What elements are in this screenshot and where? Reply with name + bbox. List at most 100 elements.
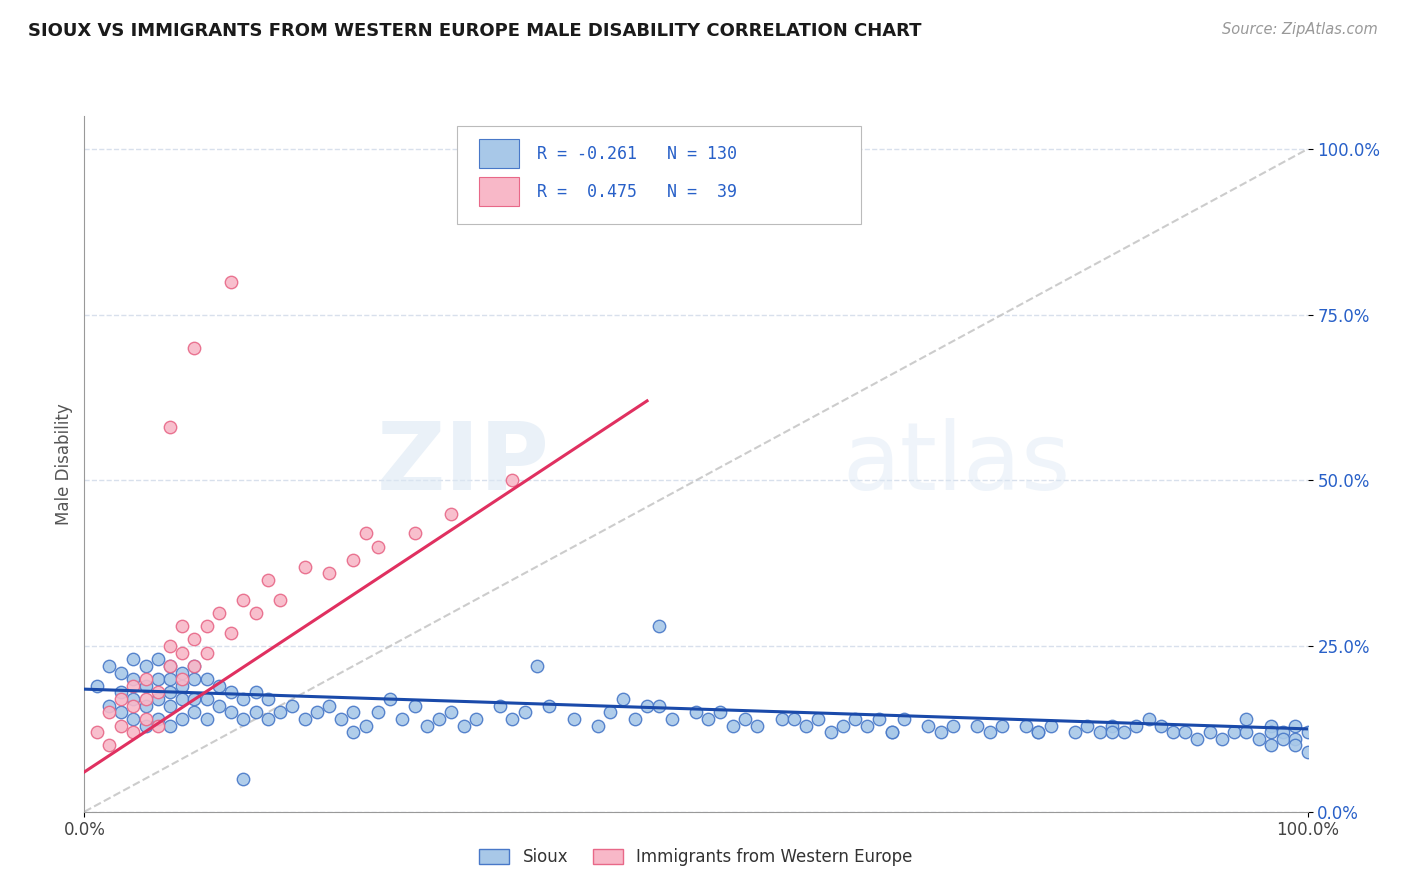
Point xyxy=(697,712,720,726)
Point xyxy=(159,685,181,699)
Point xyxy=(208,698,231,713)
Point xyxy=(1284,718,1306,732)
Point xyxy=(648,619,671,633)
Point xyxy=(159,718,181,732)
Point xyxy=(183,341,205,355)
Point xyxy=(294,712,316,726)
Point xyxy=(464,712,486,726)
Point xyxy=(427,712,450,726)
Point xyxy=(159,659,181,673)
Point xyxy=(1223,725,1246,739)
Point xyxy=(195,619,218,633)
Point xyxy=(97,659,120,673)
Point xyxy=(257,573,280,587)
Point xyxy=(146,692,169,706)
Point xyxy=(110,718,132,732)
Point xyxy=(159,672,181,686)
Point xyxy=(489,698,512,713)
Point xyxy=(97,739,120,753)
Point xyxy=(232,712,254,726)
Point xyxy=(1076,718,1098,732)
Point xyxy=(219,625,242,640)
Text: ZIP: ZIP xyxy=(377,417,550,510)
Point xyxy=(624,712,647,726)
Point xyxy=(367,706,389,720)
Point xyxy=(195,692,218,706)
Point xyxy=(1137,712,1160,726)
Point xyxy=(1064,725,1087,739)
Point xyxy=(159,420,181,434)
Point xyxy=(856,718,879,732)
Point xyxy=(208,679,231,693)
Point xyxy=(172,679,194,693)
Point xyxy=(172,712,194,726)
Point xyxy=(869,712,891,726)
Point xyxy=(501,474,523,488)
Point xyxy=(404,526,426,541)
Point xyxy=(135,679,157,693)
Point xyxy=(1260,739,1282,753)
Point xyxy=(232,692,254,706)
Point xyxy=(990,718,1012,732)
Point xyxy=(831,718,853,732)
Point xyxy=(110,665,132,680)
Point xyxy=(110,706,132,720)
Point xyxy=(135,692,157,706)
Point xyxy=(917,718,939,732)
Point xyxy=(1234,725,1257,739)
Point xyxy=(245,606,267,620)
Point xyxy=(1101,718,1123,732)
Point xyxy=(172,692,194,706)
Point xyxy=(820,725,842,739)
Point xyxy=(86,725,108,739)
Point xyxy=(342,553,364,567)
Point xyxy=(1296,745,1319,759)
Point xyxy=(110,692,132,706)
Point xyxy=(257,712,280,726)
Point xyxy=(1088,725,1111,739)
Point xyxy=(208,606,231,620)
Point xyxy=(1296,725,1319,739)
Point xyxy=(354,718,377,732)
Point xyxy=(1247,731,1270,746)
Y-axis label: Male Disability: Male Disability xyxy=(55,403,73,524)
Point xyxy=(1272,725,1295,739)
Point xyxy=(526,659,548,673)
Point xyxy=(146,718,169,732)
Point xyxy=(391,712,413,726)
Point xyxy=(893,712,915,726)
Point xyxy=(404,698,426,713)
Point xyxy=(146,652,169,666)
Point xyxy=(1260,718,1282,732)
Point xyxy=(294,559,316,574)
Point xyxy=(219,275,242,289)
Point xyxy=(942,718,965,732)
Text: R =  0.475   N =  39: R = 0.475 N = 39 xyxy=(537,183,737,201)
Point xyxy=(721,718,744,732)
Point xyxy=(122,712,145,726)
Point xyxy=(97,706,120,720)
Point xyxy=(1114,725,1136,739)
Point xyxy=(354,526,377,541)
Point xyxy=(734,712,756,726)
Point xyxy=(416,718,439,732)
Point xyxy=(183,632,205,647)
Point xyxy=(648,698,671,713)
Point xyxy=(1039,718,1062,732)
Point xyxy=(146,672,169,686)
Point xyxy=(159,659,181,673)
Point xyxy=(1028,725,1050,739)
Point xyxy=(380,692,402,706)
Point xyxy=(172,665,194,680)
Point xyxy=(562,712,585,726)
FancyBboxPatch shape xyxy=(479,178,519,206)
Point xyxy=(440,706,463,720)
Point xyxy=(305,706,328,720)
Point xyxy=(318,566,340,581)
Point xyxy=(538,698,561,713)
Point xyxy=(86,679,108,693)
Point xyxy=(330,712,353,726)
Point xyxy=(880,725,903,739)
Point xyxy=(929,725,952,739)
Point xyxy=(586,718,609,732)
